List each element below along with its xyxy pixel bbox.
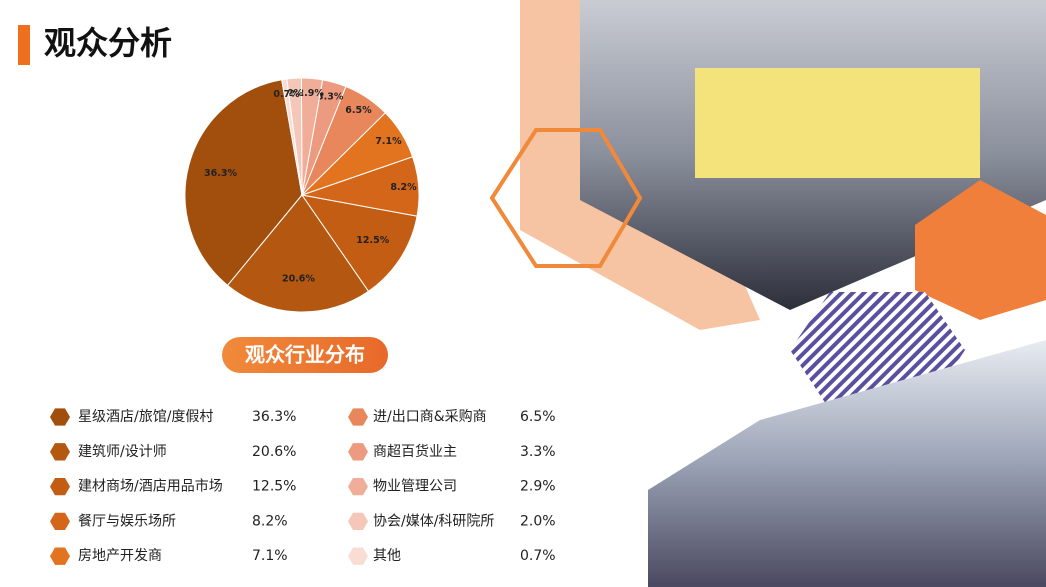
legend-swatch — [50, 547, 70, 565]
legend-label: 建材商场/酒店用品市场 — [78, 478, 223, 495]
pie-slice — [184, 79, 303, 287]
legend-value: 12.5% — [252, 479, 296, 495]
legend-value: 0.7% — [520, 548, 556, 564]
legend-value: 3.3% — [520, 444, 556, 460]
slice-label: 8.2% — [390, 182, 417, 193]
heading: 观众分析 — [44, 24, 172, 62]
legend-swatch — [348, 547, 368, 565]
legend-label: 房地产开发商 — [78, 548, 162, 564]
legend-swatch — [348, 443, 368, 461]
slice-label: 0.7% — [273, 89, 300, 100]
legend-value: 36.3% — [252, 409, 296, 425]
heading-bar — [18, 25, 30, 65]
legend-swatch — [348, 512, 368, 531]
legend-swatch — [50, 408, 70, 426]
pie-slice — [226, 194, 370, 313]
legend: 星级酒店/旅馆/度假村 36.3% 建筑师/设计师 20.6% 建材商场/酒店用品市场 1… — [50, 408, 556, 565]
legend-label: 其他 — [373, 548, 401, 564]
slice-label: 7.1% — [375, 136, 402, 147]
slice-label: 6.5% — [345, 105, 372, 116]
legend-swatch — [50, 477, 70, 496]
slice-label: 36.3% — [204, 168, 237, 179]
slice-label: 12.5% — [356, 235, 389, 246]
legend-swatch — [50, 443, 70, 461]
legend-label: 商超百货业主 — [373, 443, 457, 460]
legend-label: 建筑师/设计师 — [78, 444, 167, 460]
slice-label: 20.6% — [282, 274, 315, 285]
legend-swatch — [50, 512, 70, 531]
legend-value: 2.9% — [520, 479, 556, 495]
chart-title: 观众行业分布 — [245, 343, 365, 367]
slice-label: 2.9% — [298, 88, 325, 99]
legend-swatch — [348, 477, 368, 496]
title-pill — [222, 337, 388, 373]
slice-label: 2% — [287, 88, 304, 99]
slice-label: 3.3% — [317, 92, 344, 103]
legend-label: 物业管理公司 — [373, 479, 457, 495]
legend-value: 7.1% — [252, 548, 288, 564]
legend-swatch — [348, 408, 368, 426]
legend-label: 进/出口商&采购商 — [373, 409, 487, 425]
legend-value: 8.2% — [252, 513, 288, 529]
legend-value: 2.0% — [520, 513, 556, 529]
decoration — [489, 0, 1046, 587]
pie-slice — [281, 78, 303, 196]
legend-label: 协会/媒体/科研院所 — [373, 513, 494, 529]
legend-label: 星级酒店/旅馆/度假村 — [78, 409, 213, 425]
legend-label: 餐厅与娱乐场所 — [78, 513, 176, 529]
legend-value: 20.6% — [252, 444, 296, 460]
pie: 36.3% 20.6% 12.5% 8.2% 7.1% 6.5%3.3%2.9%2%0.7… — [184, 77, 420, 313]
legend-value: 6.5% — [520, 409, 556, 425]
pie-slice — [300, 194, 418, 292]
